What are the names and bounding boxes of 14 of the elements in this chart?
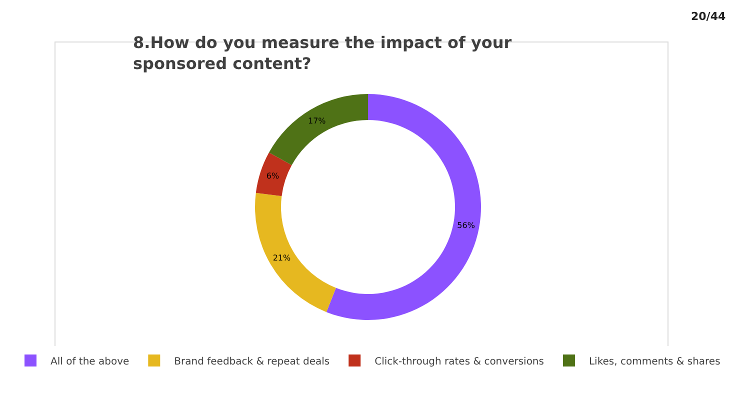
data-label: 21% [272,253,292,262]
legend-label: Click-through rates & conversions [374,356,544,368]
donut-slice [256,152,292,196]
data-label: 56% [457,221,476,230]
text: 20/44 [691,10,726,23]
data-label: 6% [266,172,280,181]
legend-label: Brand feedback & repeat deals [174,356,330,368]
donut-slice [255,192,336,312]
chart-title: 8.How do you measure the impact of your sponsored content? [133,33,512,73]
donut-slice [268,94,368,166]
data-label: 17% [308,116,326,126]
legend-label: All of the above [50,356,130,368]
legend-label: Likes, comments & shares [588,356,720,368]
donut-slice [326,94,481,320]
